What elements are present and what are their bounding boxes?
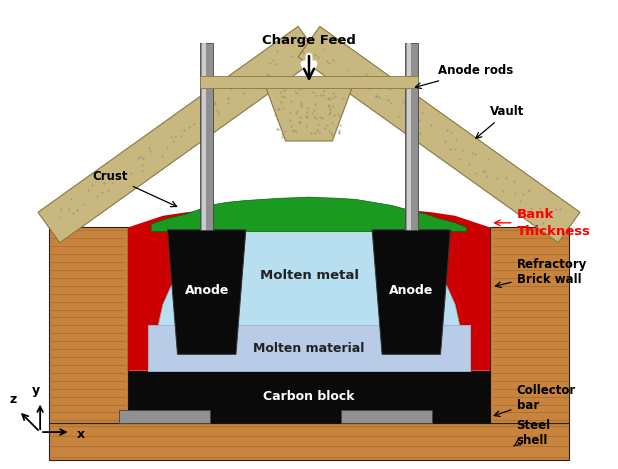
Text: Thickness: Thickness [517,225,591,238]
Text: Refractory
Brick wall: Refractory Brick wall [496,258,587,287]
Polygon shape [265,85,353,141]
Bar [128,371,490,424]
Text: Carbon block: Carbon block [263,391,355,403]
Bar [407,43,410,230]
Polygon shape [148,227,470,371]
Polygon shape [148,325,470,371]
Text: Anode: Anode [185,284,229,296]
Text: Molten metal: Molten metal [260,269,358,282]
Polygon shape [128,210,490,371]
Bar [119,410,210,424]
Text: Crust: Crust [93,170,177,207]
Bar [49,227,128,424]
Bar [200,43,213,230]
Bar [490,227,569,424]
Text: Charge Feed: Charge Feed [262,34,356,47]
Text: Anode rods: Anode rods [415,64,513,89]
Polygon shape [298,26,580,242]
Bar [341,410,432,424]
Text: z: z [9,393,17,406]
Bar [405,43,418,230]
Text: Collector
bar: Collector bar [494,384,576,416]
Text: y: y [32,384,40,397]
Text: Steel
shell: Steel shell [514,419,551,447]
Text: x: x [77,429,85,441]
Bar [200,76,418,88]
Bar [202,43,206,230]
Polygon shape [38,26,320,242]
Text: Molten material: Molten material [253,342,365,355]
Bar [49,424,569,460]
Polygon shape [151,197,467,232]
Text: Bank: Bank [517,208,554,220]
Polygon shape [372,230,451,354]
Text: Vault: Vault [476,105,525,138]
Text: Anode: Anode [389,284,433,296]
Polygon shape [148,325,470,371]
Polygon shape [167,230,246,354]
